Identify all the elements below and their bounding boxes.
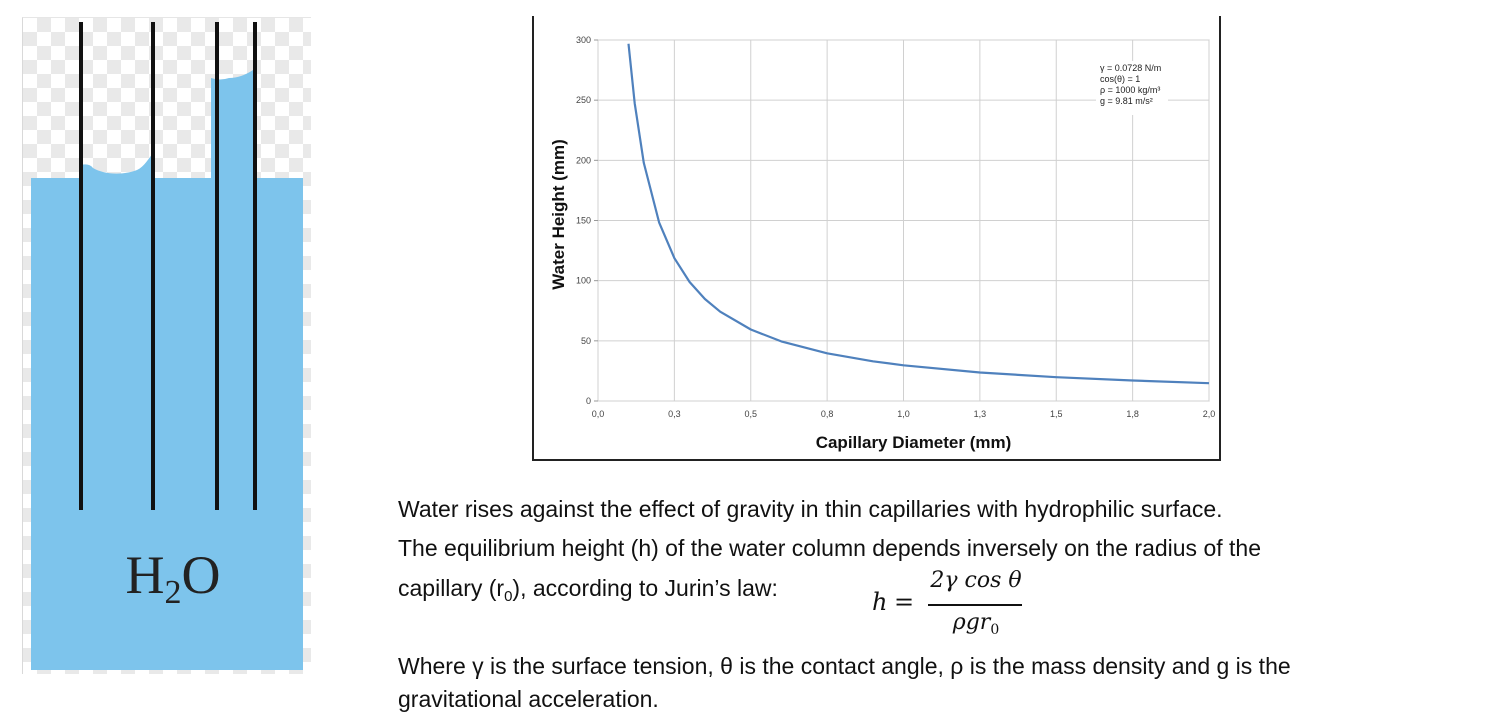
x-tick-label: 1,8 — [1126, 409, 1139, 419]
formula-equals: = — [894, 588, 915, 616]
capillary-illustration: H2O — [22, 17, 311, 674]
text-line-5: gravitational acceleration. — [398, 686, 659, 712]
y-tick-label: 250 — [576, 95, 591, 105]
text-line-3: capillary (r0), according to Jurin’s law… — [398, 575, 778, 605]
y-tick-label: 300 — [576, 35, 591, 45]
x-axis-title: Capillary Diameter (mm) — [816, 433, 1012, 452]
x-tick-label: 0,0 — [592, 409, 605, 419]
y-tick-label: 150 — [576, 216, 591, 226]
text-line-2: The equilibrium height (h) of the water … — [398, 535, 1261, 561]
y-tick-label: 200 — [576, 155, 591, 165]
x-tick-label: 1,3 — [974, 409, 987, 419]
series-line-water-height — [627, 43, 1210, 385]
x-tick-label: 2,0 — [1203, 409, 1216, 419]
h2o-label: H2O — [125, 545, 221, 611]
annotation-line: cos(θ) = 1 — [1100, 74, 1140, 84]
x-tick-label: 0,3 — [668, 409, 681, 419]
y-tick-label: 0 — [586, 396, 591, 406]
annotation-line: ρ = 1000 kg/m³ — [1100, 85, 1160, 95]
capillary-tubes-drawing — [31, 22, 303, 670]
annotation-line: g = 9.81 m/s² — [1100, 96, 1153, 106]
text-line-1: Water rises against the effect of gravit… — [398, 496, 1223, 522]
y-axis-title: Water Height (mm) — [549, 139, 568, 290]
formula-lhs: h — [872, 588, 888, 616]
formula-denominator: ρgr0 — [952, 610, 1000, 638]
x-tick-label: 1,5 — [1050, 409, 1063, 419]
x-tick-label: 0,5 — [744, 409, 757, 419]
text-line-4: Where γ is the surface tension, θ is the… — [398, 653, 1291, 679]
formula-fraction-bar — [928, 604, 1022, 606]
y-tick-label: 100 — [576, 276, 591, 286]
x-tick-label: 1,0 — [897, 409, 910, 419]
capillary-height-chart: 0,0 0,3 0,5 0,8 1,0 1,3 1,5 1,8 2,0 0 50 100 150 200 2… — [532, 16, 1221, 461]
formula-numerator: 2γ cos θ — [930, 568, 1022, 593]
water-body — [31, 70, 303, 670]
annotation-box — [1096, 61, 1168, 115]
y-tick-label: 50 — [581, 336, 591, 346]
annotation-line: γ = 0.0728 N/m — [1100, 63, 1161, 73]
chart-canvas: 0,0 0,3 0,5 0,8 1,0 1,3 1,5 1,8 2,0 0 50 100 150 200 2… — [549, 35, 1216, 452]
x-tick-label: 0,8 — [821, 409, 834, 419]
